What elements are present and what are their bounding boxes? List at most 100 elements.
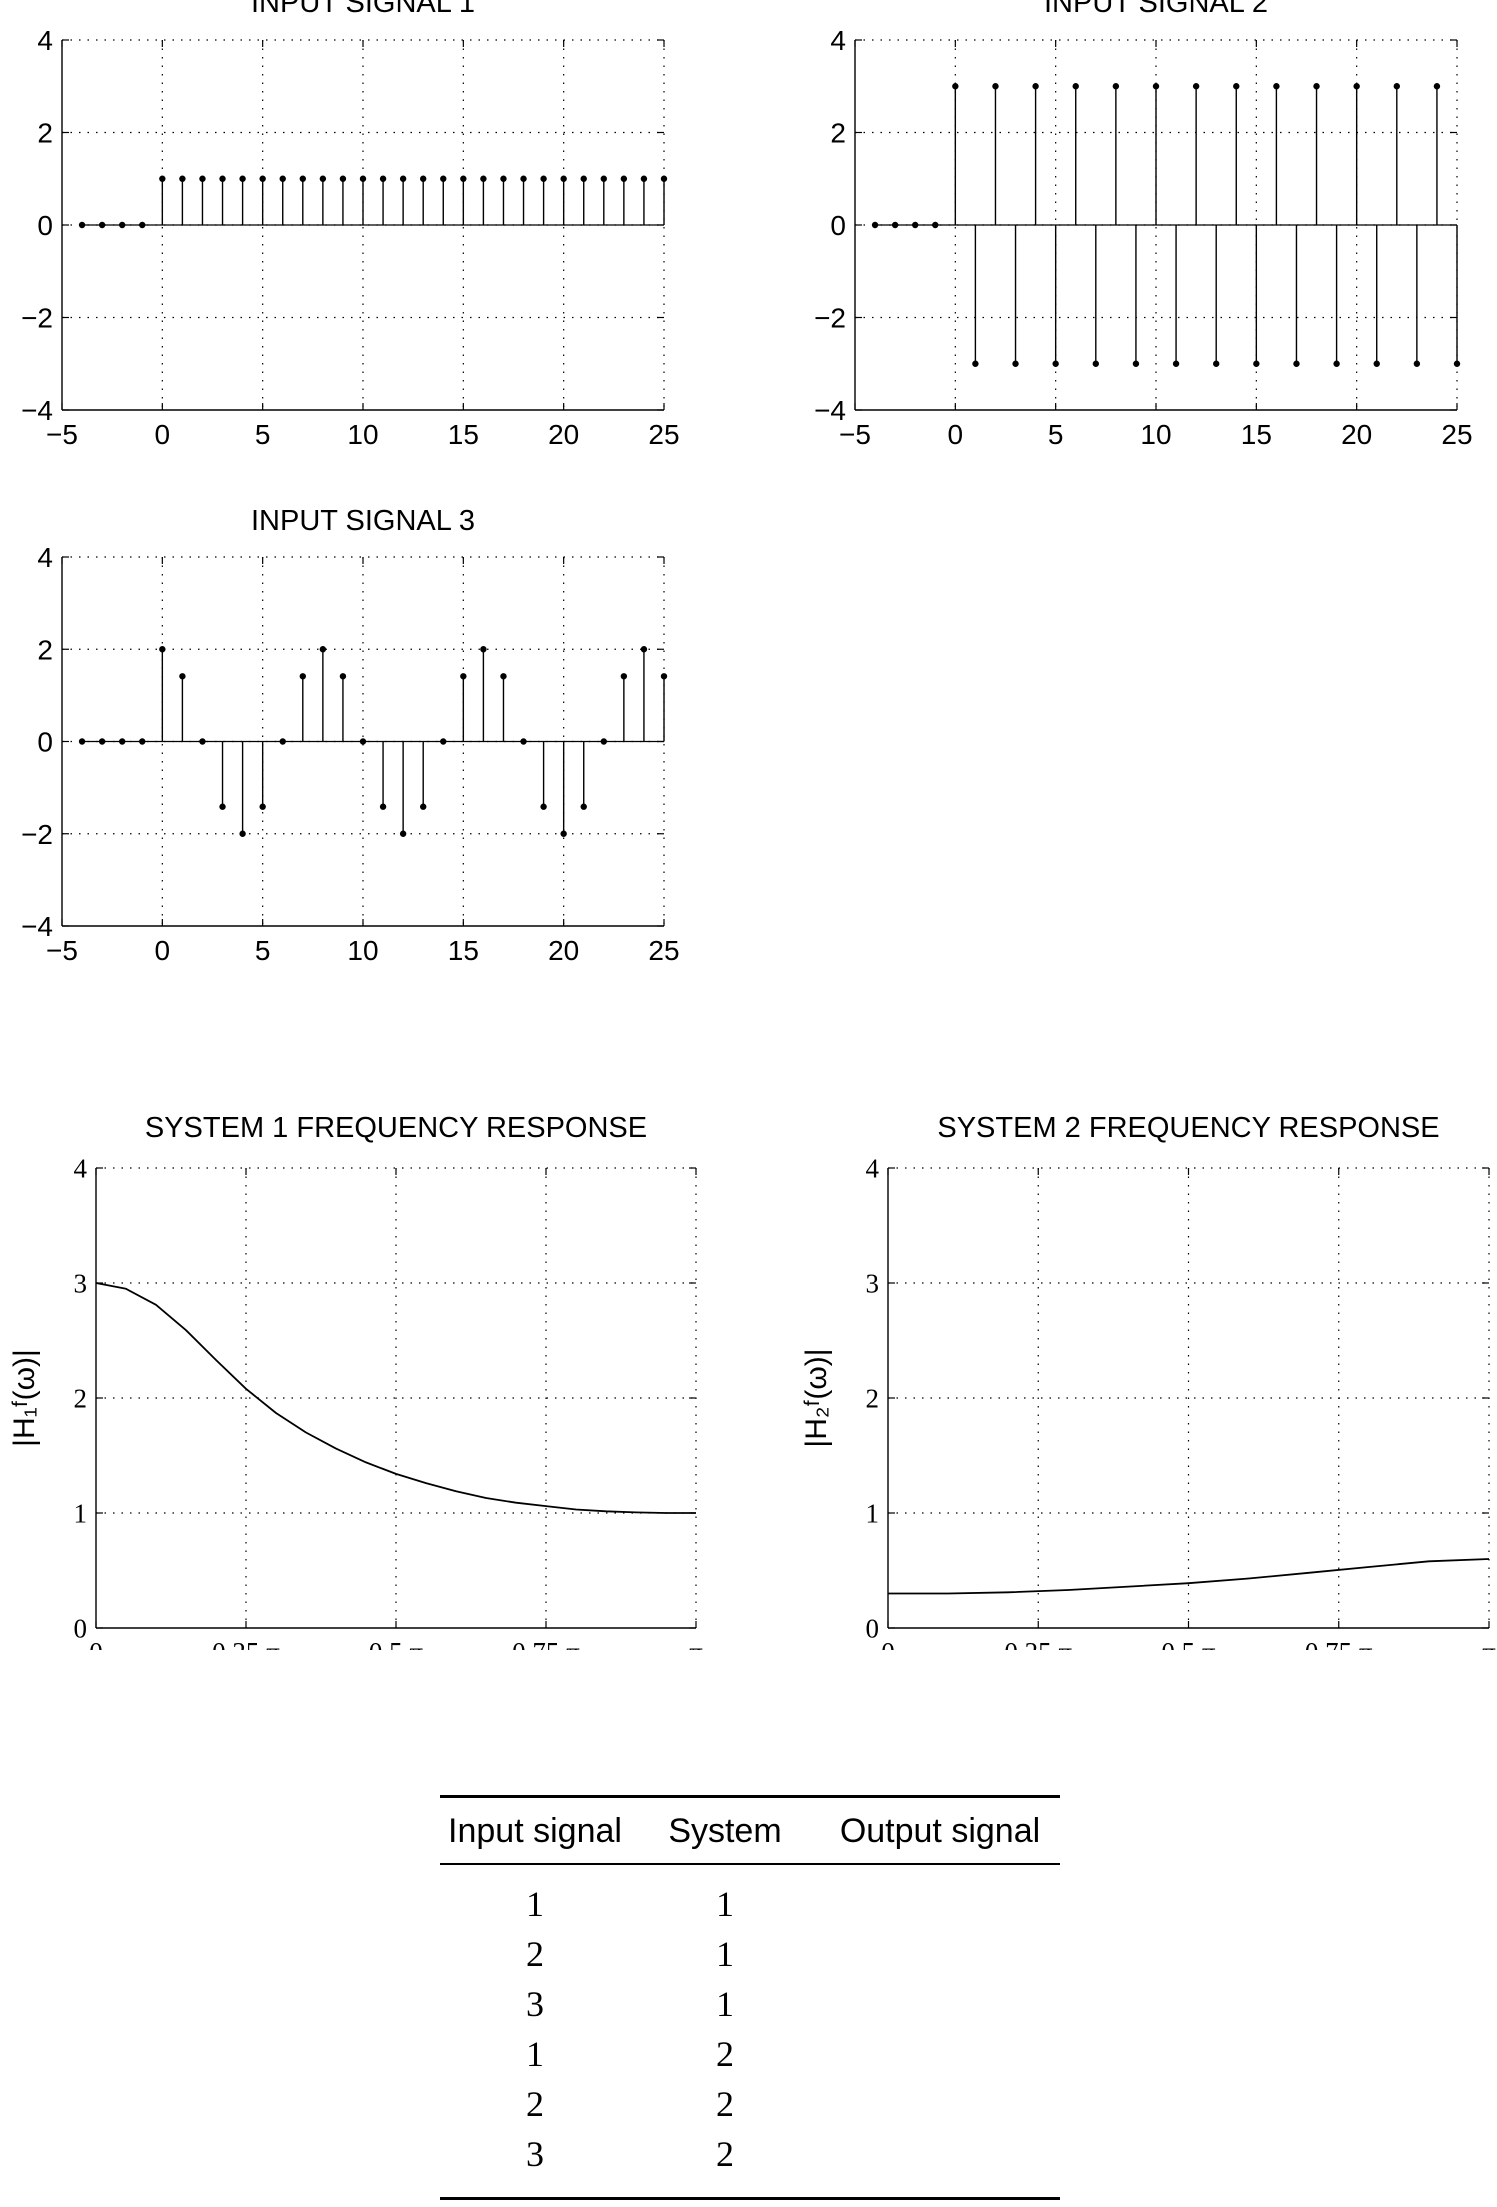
chart-panel-4: 0 0.25 π 0.5 π 0.75 π π 0 1 2 3 4 SYSTEM 1 FREQUEN… <box>8 1112 703 1650</box>
stem-marker <box>1072 83 1079 90</box>
stem-marker <box>299 673 306 680</box>
stem-marker <box>580 175 587 182</box>
x-tick-label: 10 <box>347 935 378 966</box>
stem-marker <box>1213 360 1220 367</box>
stem-marker <box>660 175 668 182</box>
stem-marker <box>460 175 467 182</box>
x-tick-label: 25 <box>1441 419 1472 450</box>
stem-marker <box>279 738 286 745</box>
stem-marker <box>540 175 547 182</box>
stem-marker <box>932 221 939 229</box>
stem-marker <box>480 175 487 182</box>
cell-input-signal: 1 <box>526 2034 544 2074</box>
x-tick-label: 15 <box>448 935 479 966</box>
x-tick-label: 25 <box>648 935 679 966</box>
stem-marker <box>159 646 166 653</box>
x-tick-label: −5 <box>46 935 78 966</box>
cell-system: 2 <box>630 2129 820 2200</box>
cell-output-signal <box>820 1979 1060 2029</box>
x-tick-label: 0 <box>155 935 171 966</box>
stem-marker <box>98 221 106 229</box>
stem-marker <box>520 738 527 745</box>
response-curve <box>888 1558 1490 1595</box>
cell-output-signal <box>820 1864 1060 1929</box>
stem-marker <box>98 738 106 745</box>
stem-marker <box>992 83 999 90</box>
y-tick-label: 2 <box>866 1384 880 1414</box>
x-tick-label: 0 <box>89 1637 103 1650</box>
x-tick-label: π <box>689 1637 703 1650</box>
y-tick-label: −4 <box>21 395 53 426</box>
stem-marker <box>1132 360 1140 367</box>
stem-marker <box>1032 83 1039 90</box>
stem-marker <box>1233 83 1240 90</box>
x-tick-label: 5 <box>1048 419 1064 450</box>
chart-title: SYSTEM 1 FREQUENCY RESPONSE <box>145 1112 647 1144</box>
stem-marker <box>199 175 206 182</box>
stem-marker <box>259 803 266 810</box>
header-input-signal: Input signal <box>448 1812 622 1850</box>
table-row: 2 2 <box>440 2079 1060 2129</box>
stem-marker <box>119 221 126 229</box>
y-tick-label: 0 <box>37 210 53 241</box>
stem-marker <box>440 175 447 182</box>
y-tick-label: −4 <box>814 395 846 426</box>
stem-marker <box>1192 83 1200 90</box>
cell-output-signal <box>820 1929 1060 1979</box>
chart-title: INPUT SIGNAL 1 <box>251 0 475 19</box>
stem-marker <box>620 175 628 182</box>
x-tick-label: 0.75 π <box>512 1637 580 1650</box>
table-row: 2 1 <box>440 1929 1060 1979</box>
stem-marker <box>179 673 186 680</box>
x-tick-label: 0 <box>948 419 964 450</box>
stem-marker <box>319 175 327 182</box>
stem-marker <box>219 803 226 810</box>
y-tick-label: −2 <box>21 303 53 334</box>
response-curve <box>95 1282 696 1514</box>
y-tick-label: −4 <box>21 911 53 942</box>
stem-marker <box>460 673 467 680</box>
stem-marker <box>1052 360 1059 367</box>
stem-marker <box>259 175 266 182</box>
results-table-wrapper: Input signal System Output signal 1 1 2 … <box>440 1795 1060 2200</box>
cell-system: 1 <box>716 1934 734 1974</box>
stem-marker <box>78 738 86 745</box>
y-tick-label: −2 <box>814 303 846 334</box>
stem-marker <box>891 221 899 229</box>
stem-marker <box>239 175 246 182</box>
cell-input-signal: 2 <box>526 1934 544 1974</box>
stem-marker <box>1453 360 1461 367</box>
x-tick-label: 0.25 π <box>1004 1637 1072 1650</box>
stem-marker <box>359 738 367 745</box>
cell-system: 1 <box>716 1884 734 1924</box>
x-tick-label: π <box>1482 1637 1496 1650</box>
cell-input-signal: 3 <box>526 1984 544 2024</box>
table-row: 1 1 <box>440 1864 1060 1929</box>
y-tick-label: 2 <box>37 634 53 665</box>
stem-marker <box>420 175 427 182</box>
x-tick-label: 20 <box>548 935 579 966</box>
stem-marker <box>279 175 286 182</box>
y-tick-label: 2 <box>37 118 53 149</box>
stem-marker <box>1413 360 1421 367</box>
table-header-row: Input signal System Output signal <box>440 1796 1060 1864</box>
figure-area: −5 0 5 10 15 20 25 −4 −2 0 2 4 INPUT SIGNAL 1 −5 0 5 10 1… <box>8 0 1496 1650</box>
y-tick-label: 1 <box>74 1499 88 1529</box>
y-tick-label: 3 <box>74 1269 88 1299</box>
stem-marker <box>600 738 607 745</box>
header-system: System <box>668 1812 782 1850</box>
stem-marker <box>379 175 387 182</box>
stem-marker <box>1273 83 1280 90</box>
stem-marker <box>219 175 226 182</box>
header-output-signal: Output signal <box>839 1812 1041 1850</box>
y-tick-label: 4 <box>830 25 846 56</box>
chart-panel-2: −5 0 5 10 15 20 25 −4 −2 0 2 4 INPUT SIGNAL 2 <box>814 0 1473 450</box>
table-row: 3 2 <box>440 2129 1060 2200</box>
stem-marker <box>440 738 447 745</box>
stem-marker <box>620 673 628 680</box>
cell-system: 1 <box>716 1984 734 2024</box>
stem-marker <box>500 175 507 182</box>
stem-marker <box>560 830 567 837</box>
stem-marker <box>179 175 186 182</box>
x-tick-label: 0.25 π <box>212 1637 280 1650</box>
